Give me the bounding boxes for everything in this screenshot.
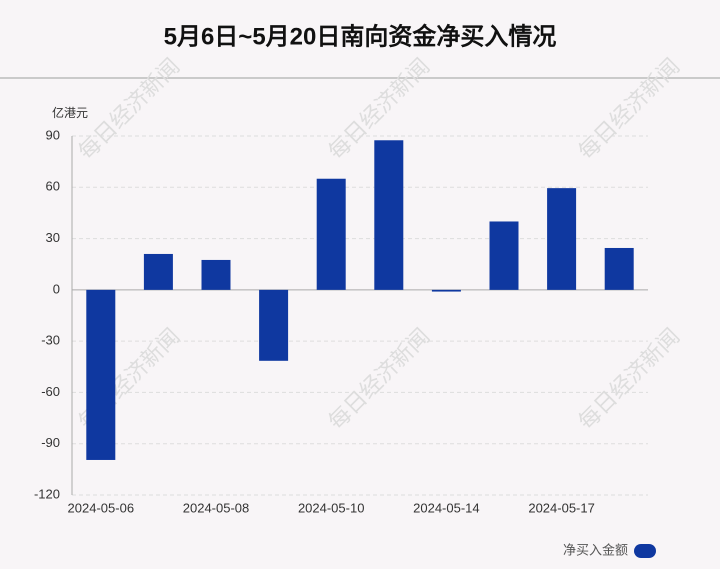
legend-label: 净买入金额 (563, 542, 628, 557)
bar (374, 140, 404, 290)
y-tick-label: -90 (41, 435, 60, 450)
bar (201, 259, 231, 290)
bar (547, 188, 577, 290)
y-tick-label: -60 (41, 384, 60, 399)
y-tick-label: 90 (46, 127, 60, 142)
x-tick-label: 2024-05-14 (413, 500, 480, 515)
x-tick-label: 2024-05-08 (183, 500, 250, 515)
chart-title: 5月6日~5月20日南向资金净买入情况 (164, 22, 557, 50)
bar (431, 289, 461, 292)
bar (604, 247, 634, 290)
x-tick-label: 2024-05-10 (298, 500, 365, 515)
y-tick-label: 30 (46, 230, 60, 245)
y-tick-label: 0 (53, 281, 60, 296)
y-tick-label: 60 (46, 179, 60, 194)
x-tick-label: 2024-05-17 (528, 500, 595, 515)
bar (259, 289, 289, 361)
bar (143, 253, 173, 290)
bar (489, 221, 519, 290)
legend-swatch (634, 544, 656, 558)
y-axis-label: 亿港元 (52, 105, 88, 120)
bar (316, 178, 346, 290)
x-tick-label: 2024-05-06 (68, 500, 135, 515)
bar (86, 289, 116, 460)
y-tick-label: -120 (34, 486, 60, 501)
y-tick-label: -30 (41, 333, 60, 348)
